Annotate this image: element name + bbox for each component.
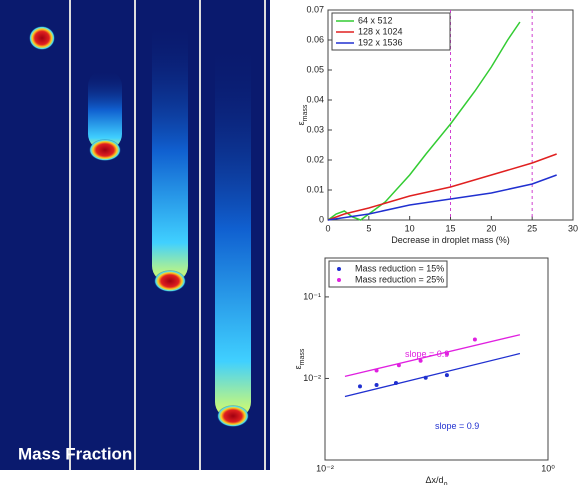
y-tick-label: 10⁻¹ — [303, 291, 321, 301]
plot-area — [324, 257, 549, 461]
y-tick-label: 0 — [319, 214, 324, 224]
scatter-point — [357, 384, 362, 389]
fit-line — [344, 352, 521, 398]
legend-label: 64 x 512 — [358, 15, 393, 25]
x-axis-label: Decrease in droplet mass (%) — [391, 235, 510, 245]
x-tick-label: 10 — [405, 223, 415, 233]
y-tick-label: 0.03 — [306, 124, 324, 134]
x-tick-label: 10⁰ — [541, 463, 555, 473]
x-tick-label: 20 — [486, 223, 496, 233]
y-axis-label-main: ε — [293, 365, 303, 369]
image-label: Mass Fraction — [18, 444, 132, 463]
x-tick-label: 5 — [366, 223, 371, 233]
x-tick-label: 15 — [445, 223, 455, 233]
y-axis-label-sub: mass — [299, 348, 306, 365]
x-axis-label-main: Decrease in droplet mass (%) — [391, 235, 510, 245]
legend-label: Mass reduction = 25% — [355, 274, 444, 284]
scatter-point — [374, 383, 379, 388]
y-tick-label: 10⁻² — [303, 373, 321, 383]
series-line — [327, 174, 557, 221]
scatter-point — [444, 373, 449, 378]
y-tick-label: 0.05 — [306, 64, 324, 74]
x-tick-label: 25 — [527, 223, 537, 233]
legend-label: Mass reduction = 15% — [355, 263, 444, 273]
fit-line — [344, 334, 521, 378]
legend-swatch — [337, 278, 341, 282]
y-tick-label: 0.01 — [306, 184, 324, 194]
x-tick-label: 10⁻² — [316, 463, 334, 473]
y-axis-label: εmass — [293, 348, 305, 369]
series-line — [327, 21, 521, 221]
y-tick-label: 0.02 — [306, 154, 324, 164]
legend-label: 192 x 1536 — [358, 37, 403, 47]
legend-label: 128 x 1024 — [358, 26, 403, 36]
scatter-point — [418, 358, 423, 363]
x-axis-label: Δx/do — [426, 475, 448, 485]
y-tick-label: 0.07 — [306, 4, 324, 14]
x-axis-label-sub: o — [444, 481, 448, 485]
series-line — [327, 153, 557, 221]
legend-box — [328, 260, 448, 288]
simulation-image: Mass Fraction — [0, 0, 270, 470]
y-axis-label: εmass — [296, 104, 308, 125]
fit-annotation: slope = 0.9 — [435, 421, 479, 431]
y-tick-label: 0.06 — [306, 34, 324, 44]
legend-swatch — [337, 267, 341, 271]
y-axis-label-main: ε — [296, 121, 306, 125]
x-tick-label: 30 — [568, 223, 578, 233]
scatter-point — [472, 337, 477, 342]
x-tick-label: 0 — [325, 223, 330, 233]
y-axis-label-sub: mass — [302, 104, 309, 121]
y-tick-label: 0.04 — [306, 94, 324, 104]
fit-annotation: slope = 0.9 — [405, 349, 449, 359]
x-axis-label-main: Δx/d — [426, 475, 444, 485]
